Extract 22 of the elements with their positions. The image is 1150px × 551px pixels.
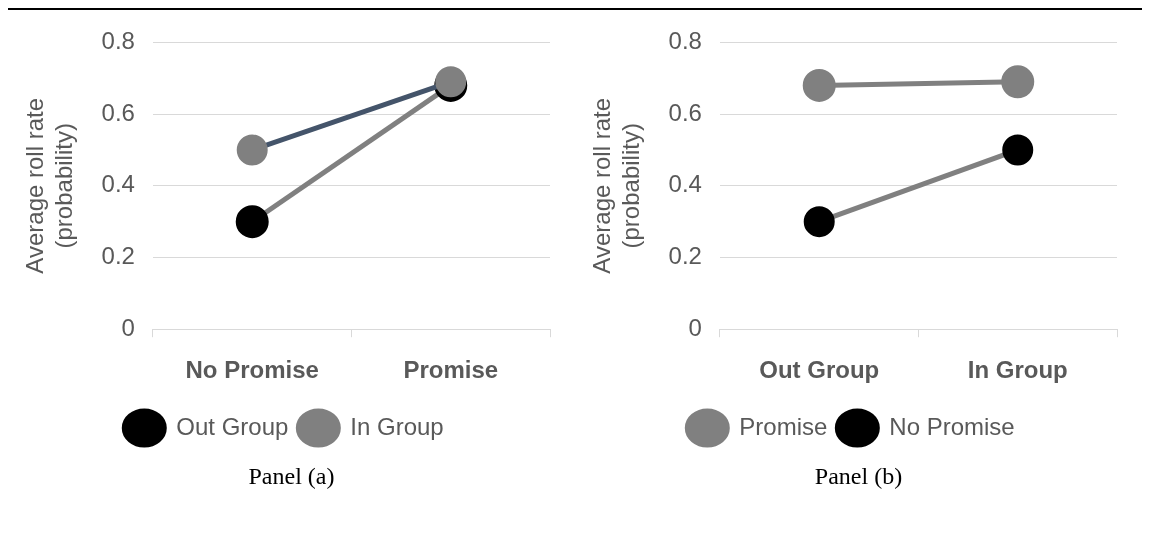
y-tick-label: 0.2 [101,242,135,270]
x-tick-label: In Group [967,356,1068,384]
y-tick-label: 0.4 [668,170,702,198]
y-axis-title: Average roll rate (probability) [21,97,77,274]
legend-label: Out Group [176,412,289,440]
y-tick-label: 0.8 [101,27,135,55]
y-tick-label: 0 [688,313,702,341]
legend-label: Promise [739,412,828,440]
text: Panel (b) [813,463,904,490]
y-tick-label: 0.4 [101,170,135,198]
y-tick-label: 0 [121,313,135,341]
y-tick-label: 0.2 [668,242,702,270]
x-tick-label: No Promise [185,356,319,384]
y-tick-label: 0.6 [101,98,135,126]
legend-label: No Promise [889,412,1015,440]
x-tick-label: Out Group [759,356,880,384]
legend-label: In Group [350,412,444,440]
x-tick-label: Promise [403,356,499,384]
y-tick-label: 0.8 [668,27,702,55]
y-tick-label: 0.6 [668,98,702,126]
y-axis-title: Average roll rate (probability) [588,97,644,274]
text: Panel (a) [247,463,336,490]
